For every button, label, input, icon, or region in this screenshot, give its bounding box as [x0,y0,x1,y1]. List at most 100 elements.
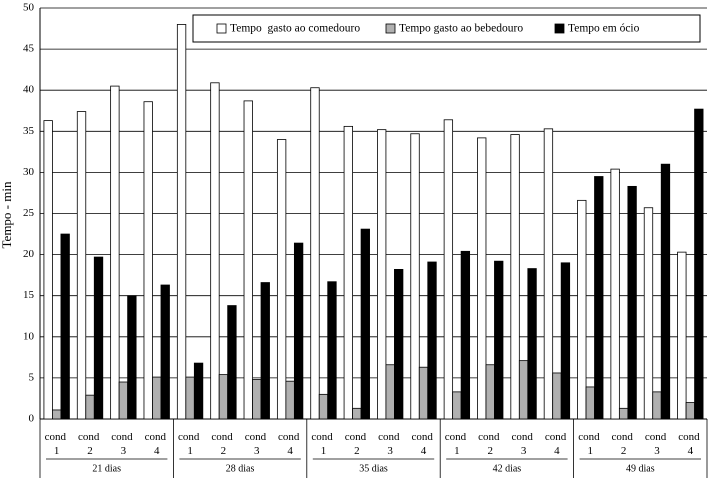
bar [118,381,129,420]
x-tick-label: cond 3 [378,431,402,457]
bar [560,262,571,420]
legend-label: Tempo gasto ao bebedouro [399,23,523,35]
y-tick-label: 10 [23,330,35,342]
bar [252,379,262,420]
x-tick-label: cond 1 [178,431,202,457]
x-tick-label: cond 1 [445,431,469,457]
y-axis-title: Tempo - min [0,181,14,248]
bar [193,362,204,420]
bar [577,199,587,420]
x-tick-label: cond 4 [278,431,302,457]
bar [410,133,420,420]
bar [443,119,454,420]
bar [377,129,387,420]
x-tick-label: cond 4 [545,431,569,457]
x-tick-label: cond 2 [345,431,369,457]
bar [627,185,637,420]
bar [485,364,495,420]
bar [552,372,562,420]
x-tick-label: cond 2 [612,431,636,457]
x-tick-label: cond 3 [645,431,669,457]
bar [452,391,462,420]
legend-label: Tempo em ócio [568,23,640,35]
y-tick-label: 25 [23,207,35,219]
bar [677,251,687,420]
x-tick-label: cond 1 [45,431,69,457]
bar [285,380,295,420]
bar [477,137,487,420]
bar [218,374,229,420]
bar [127,295,137,420]
x-tick-label: cond 2 [211,431,235,457]
x-tick-label: cond 3 [245,431,269,457]
group-label: 21 dias [92,463,121,474]
bar [60,233,70,420]
bar [527,268,537,420]
bar [343,125,353,420]
bar [76,111,87,420]
x-tick-label: cond 2 [78,431,102,457]
bar [276,139,287,420]
bar [385,364,395,420]
bar [160,284,170,420]
x-tick-label: cond 4 [411,431,435,457]
bar [585,386,595,420]
group-label: 42 dias [493,463,522,474]
bar [460,250,471,420]
y-tick-label: 5 [29,371,35,383]
bar [260,282,270,420]
group-label: 49 dias [626,463,655,474]
bar [52,409,62,420]
bar [610,168,620,420]
bar [310,87,320,420]
bar [293,242,304,420]
y-tick-label: 20 [23,248,35,260]
bar [152,376,162,420]
bar [685,402,695,420]
group-label: 28 dias [226,463,255,474]
bar [352,407,362,420]
x-tick-label: cond 3 [512,431,536,457]
y-tick-label: 0 [29,413,35,425]
bar [243,100,253,420]
group-label: 35 dias [359,463,388,474]
x-tick-label: cond 4 [145,431,169,457]
bar [143,101,153,420]
x-tick-label: cond 4 [678,431,702,457]
bar [43,120,53,420]
bar [318,393,329,420]
y-tick-label: 40 [23,84,35,96]
bar [394,268,404,420]
bar [85,394,95,420]
bar [618,407,629,420]
bar [510,134,520,420]
bar [418,366,429,420]
bar [185,376,195,420]
bar [660,163,671,420]
bar [360,228,370,420]
y-tick-label: 15 [23,289,35,301]
bar [543,128,554,420]
x-tick-label: cond 1 [578,431,602,457]
legend-label: Tempo gasto ao comedouro [230,23,360,35]
bar [427,261,437,420]
bar [227,305,237,420]
bar [652,391,662,420]
y-tick-label: 30 [23,166,35,178]
bar [110,85,120,420]
bar [594,176,604,420]
y-tick-label: 50 [23,2,35,14]
bar [93,256,104,420]
y-tick-label: 45 [23,43,35,55]
bar [210,82,220,420]
bar [327,281,337,420]
bar [643,207,654,420]
x-tick-label: cond 2 [478,431,502,457]
x-tick-label: cond 3 [111,431,135,457]
bar [176,24,187,420]
legend-swatch [554,23,565,34]
bar [494,260,504,420]
y-tick-label: 35 [23,125,35,137]
x-tick-label: cond 1 [311,431,335,457]
